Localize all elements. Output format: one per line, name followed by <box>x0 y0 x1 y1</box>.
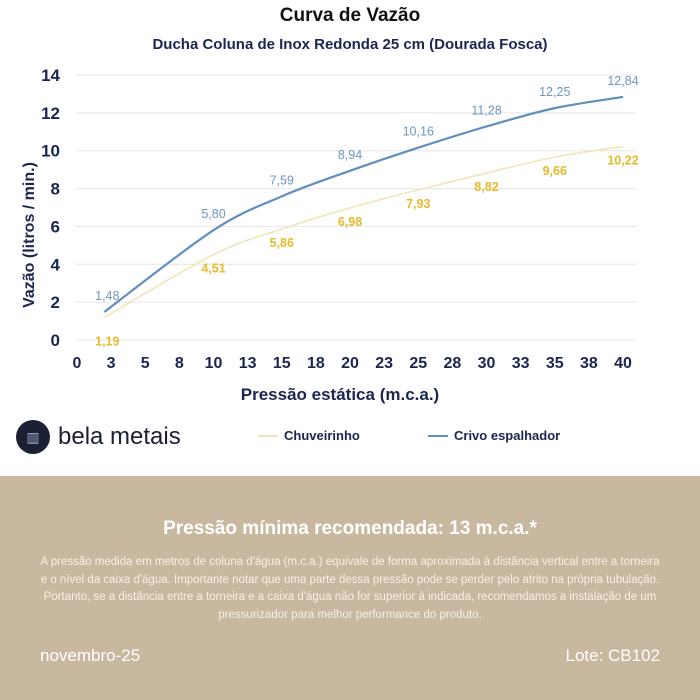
data-label: 1,48 <box>95 289 119 303</box>
data-label: 10,16 <box>403 125 434 139</box>
chart-title: Curva de Vazão <box>279 5 421 26</box>
lot-label: Lote: CB102 <box>565 646 660 665</box>
x-tick-label: 23 <box>375 355 393 372</box>
brand-logo: ▥ bela metais <box>16 420 181 454</box>
x-tick-label: 38 <box>580 355 598 372</box>
x-tick-label: 15 <box>273 355 291 372</box>
legend-label: Chuveirinho <box>284 428 360 443</box>
data-label: 12,25 <box>539 85 570 99</box>
x-tick-label: 8 <box>175 355 184 372</box>
data-label: 4,51 <box>201 262 225 276</box>
logo-icon: ▥ <box>16 420 50 454</box>
brand-name: bela metais <box>58 423 181 450</box>
x-tick-label: 3 <box>107 355 116 372</box>
x-tick-label: 5 <box>141 355 150 372</box>
x-tick-label: 28 <box>443 355 461 372</box>
x-tick-label: 25 <box>409 355 427 372</box>
data-label: 8,82 <box>474 180 498 194</box>
y-tick-label: 4 <box>51 255 61 274</box>
data-label: 7,59 <box>270 173 294 187</box>
y-tick-label: 6 <box>51 217 60 236</box>
legend-item-chuveirinho: Chuveirinho <box>258 428 360 443</box>
info-panel: Pressão mínima recomendada: 13 m.c.a.* A… <box>0 476 700 700</box>
x-tick-label: 10 <box>205 355 223 372</box>
series-line-crivo <box>103 95 624 313</box>
y-tick-label: 14 <box>41 66 60 85</box>
x-tick-label: 33 <box>512 355 530 372</box>
data-label: 7,93 <box>406 197 430 211</box>
date-label: novembro-25 <box>40 646 141 665</box>
data-label: 12,84 <box>607 74 638 88</box>
data-label: 5,86 <box>270 236 294 250</box>
legend-label: Crivo espalhador <box>454 428 561 443</box>
data-label: 11,28 <box>471 103 501 117</box>
data-label: 9,66 <box>543 164 567 178</box>
legend-item-crivo: Crivo espalhador <box>428 428 560 443</box>
info-text: A pressão medida em metros de coluna d'á… <box>40 556 660 621</box>
y-tick-label: 10 <box>41 142 60 161</box>
x-tick-label: 0 <box>73 355 82 372</box>
x-tick-label: 18 <box>307 355 325 372</box>
x-tick-label: 30 <box>478 355 496 372</box>
y-tick-label: 0 <box>51 331 60 350</box>
x-tick-label: 35 <box>546 355 564 372</box>
x-tick-label: 40 <box>614 355 632 372</box>
min-pressure-heading: Pressão mínima recomendada: 13 m.c.a.* <box>163 518 537 539</box>
x-tick-label: 13 <box>239 355 257 372</box>
data-label: 6,98 <box>338 215 362 229</box>
y-tick-label: 2 <box>51 293 60 312</box>
y-axis-label: Vazão (litros / min.) <box>21 162 38 308</box>
data-label: 10,22 <box>607 154 638 168</box>
series-line-chuveirinho <box>103 145 624 319</box>
chart-subtitle: Ducha Coluna de Inox Redonda 25 cm (Dour… <box>152 36 548 53</box>
x-tick-label: 20 <box>341 355 359 372</box>
data-label: 5,80 <box>201 207 225 221</box>
data-label: 1,19 <box>95 334 119 348</box>
y-tick-label: 12 <box>41 104 60 123</box>
data-label: 8,94 <box>338 148 362 162</box>
x-axis-label: Pressão estática (m.c.a.) <box>241 385 439 404</box>
y-tick-label: 8 <box>51 180 60 199</box>
